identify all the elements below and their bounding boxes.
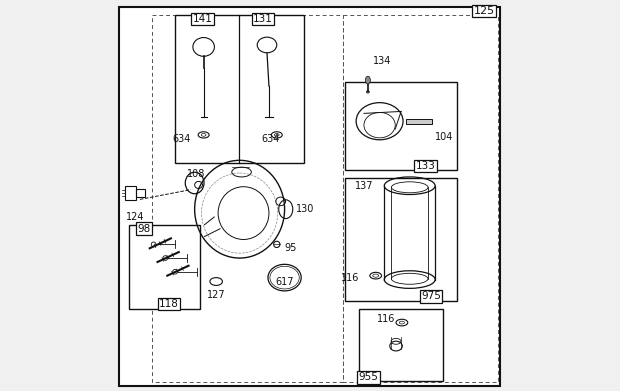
Ellipse shape — [365, 76, 370, 84]
Text: 634: 634 — [172, 134, 191, 144]
Text: 130: 130 — [296, 204, 315, 214]
Text: 116: 116 — [340, 273, 359, 283]
Text: 124: 124 — [126, 212, 144, 222]
Text: 133: 133 — [415, 161, 435, 171]
Text: 955: 955 — [359, 372, 379, 382]
Text: 134: 134 — [373, 56, 391, 66]
Text: 127: 127 — [207, 290, 226, 300]
Bar — [125, 186, 136, 200]
Text: 617: 617 — [275, 276, 294, 287]
Bar — [345, 178, 456, 301]
Text: 975: 975 — [421, 291, 441, 301]
Bar — [345, 82, 456, 170]
Bar — [152, 15, 343, 382]
Text: 95: 95 — [285, 243, 297, 253]
Bar — [406, 119, 432, 124]
Bar — [175, 15, 304, 163]
Text: 118: 118 — [159, 299, 179, 309]
Bar — [130, 225, 200, 309]
Bar — [343, 15, 498, 382]
Text: 98: 98 — [137, 224, 151, 234]
Text: eReplacementParts.com: eReplacementParts.com — [231, 208, 334, 218]
Text: 125: 125 — [474, 6, 495, 16]
Bar — [136, 189, 145, 197]
Text: 108: 108 — [187, 169, 206, 179]
Text: 104: 104 — [435, 132, 453, 142]
Text: 137: 137 — [355, 181, 373, 191]
Text: 131: 131 — [253, 14, 273, 24]
Text: 141: 141 — [193, 14, 213, 24]
Text: 634: 634 — [261, 134, 280, 144]
Bar — [359, 309, 443, 381]
Text: 116: 116 — [376, 314, 395, 324]
